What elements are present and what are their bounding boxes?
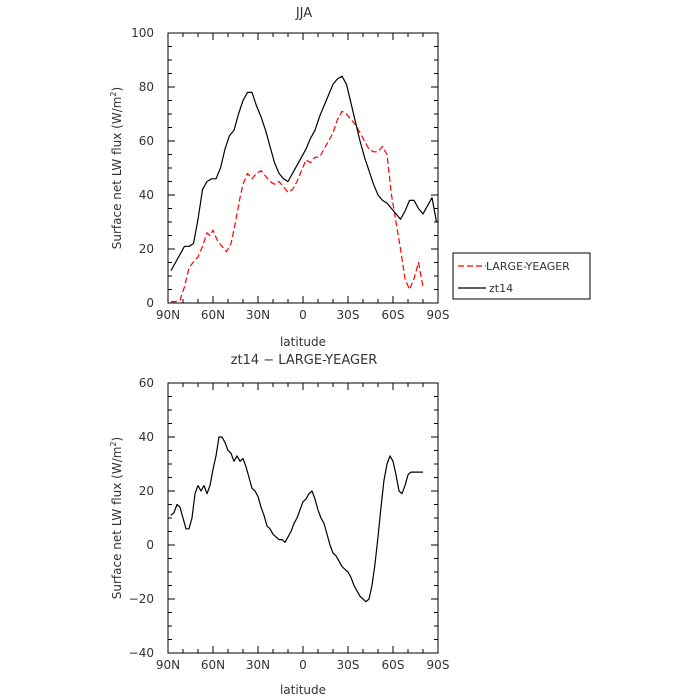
top-x-tick-label: 60N <box>201 308 225 322</box>
top-x-axis-title: latitude <box>280 335 326 349</box>
bottom-panel: zt14 − LARGE-YEAGER 90N 60N 30N 0 30S 60S 90S −… <box>109 353 449 697</box>
top-x-tick-label: 30N <box>246 308 270 322</box>
top-y-axis-title: Surface net LW flux (W/m2) <box>109 87 124 249</box>
top-panel-ticks: 90N 60N 30N 0 30S 60S 90S 0 20 40 60 80 100 <box>131 26 449 322</box>
bottom-x-axis-title: latitude <box>280 683 326 697</box>
top-series-line-large-yeager <box>171 110 424 303</box>
bottom-y-tick-label: 0 <box>146 538 154 552</box>
top-series-line-zt14 <box>170 75 438 271</box>
bottom-y-axis-title: Surface net LW flux (W/m2) <box>109 437 124 599</box>
top-panel: JJA 90N 60N 30N 0 30S 60S 90S 0 20 40 60 80 100 lati… <box>109 6 591 349</box>
bottom-y-tick-label: −20 <box>129 592 154 606</box>
top-x-tick-label: 90N <box>156 308 180 322</box>
bottom-panel-ticks: 90N 60N 30N 0 30S 60S 90S −40 −20 0 20 40 60 <box>129 376 450 672</box>
top-plot-frame <box>167 32 439 304</box>
top-y-axis-title-end: ) <box>110 87 124 92</box>
bottom-x-tick-label: 60S <box>382 658 405 672</box>
top-y-tick-label: 40 <box>139 188 154 202</box>
bottom-x-tick-label: 90N <box>156 658 180 672</box>
legend-label-large-yeager: LARGE-YEAGER <box>486 260 570 273</box>
bottom-panel-marks <box>170 436 423 603</box>
bottom-x-tick-label: 90S <box>427 658 450 672</box>
top-x-tick-label: 90S <box>427 308 450 322</box>
bottom-y-tick-label: 40 <box>139 430 154 444</box>
bottom-panel-title: zt14 − LARGE-YEAGER <box>231 353 378 368</box>
legend: LARGE-YEAGER zt14 <box>452 252 591 300</box>
bottom-y-tick-label: 20 <box>139 484 154 498</box>
bottom-y-axis-title-end: ) <box>110 437 124 442</box>
top-panel-title: JJA <box>295 6 312 21</box>
top-y-tick-label: 0 <box>146 296 154 310</box>
bottom-x-tick-label: 0 <box>299 658 307 672</box>
bottom-x-tick-label: 30N <box>246 658 270 672</box>
bottom-x-tick-label: 30S <box>337 658 360 672</box>
bottom-y-axis-title-main: Surface net LW flux (W/m <box>110 447 124 600</box>
top-y-tick-label: 60 <box>139 134 154 148</box>
top-panel-marks <box>170 75 438 303</box>
top-y-tick-label: 20 <box>139 242 154 256</box>
top-y-tick-label: 80 <box>139 80 154 94</box>
top-x-tick-label: 60S <box>382 308 405 322</box>
top-x-tick-label: 0 <box>299 308 307 322</box>
bottom-series-line-1 <box>170 436 423 603</box>
top-y-axis-title-sup: 2 <box>109 91 118 96</box>
top-y-axis-title-main: Surface net LW flux (W/m <box>110 97 124 250</box>
legend-box <box>452 252 591 300</box>
bottom-y-tick-label: −40 <box>129 646 154 660</box>
bottom-x-tick-label: 60N <box>201 658 225 672</box>
legend-label-zt14: zt14 <box>489 282 513 295</box>
bottom-y-axis-title-sup: 2 <box>109 441 118 446</box>
top-x-tick-label: 30S <box>337 308 360 322</box>
bottom-y-tick-label: 60 <box>139 376 154 390</box>
bottom-plot-frame <box>167 382 439 654</box>
top-y-tick-label: 100 <box>131 26 154 40</box>
